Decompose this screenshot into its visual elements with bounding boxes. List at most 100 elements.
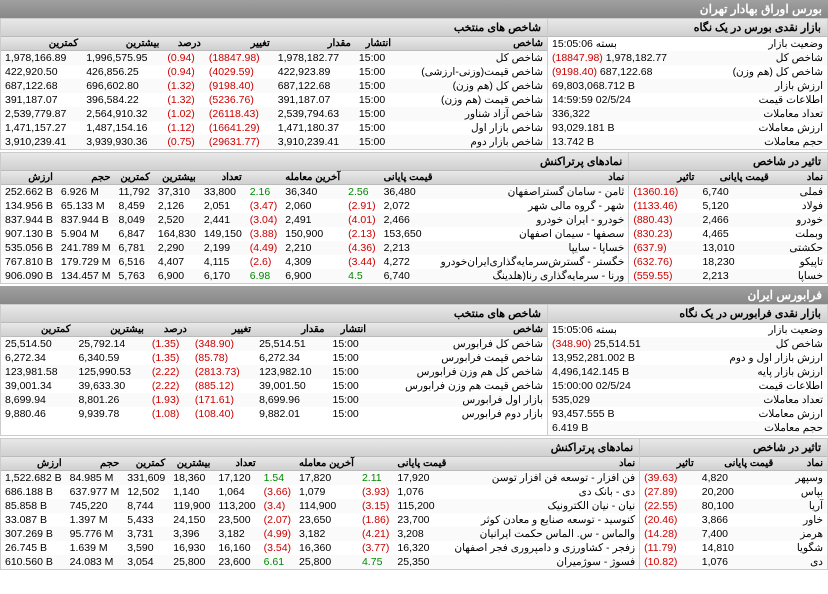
cell: (5236.76) (205, 93, 274, 107)
trans-row[interactable]: خودرو - ایران خودرو2,466(4.01)2,491(3.04… (1, 213, 628, 227)
cell: 23,650 (295, 513, 358, 527)
cell: 3,054 (123, 555, 169, 569)
cell: (85.78) (191, 351, 255, 365)
index-row[interactable]: شاخص كل15:001,978,182.77(18847.98)(0.94)… (1, 51, 547, 66)
cell: 15:00 (328, 337, 370, 352)
cell: (1.08) (148, 407, 191, 421)
cell: 33,800 (200, 185, 246, 200)
effect-row[interactable]: وسپهر4,820(39.63) (640, 471, 827, 486)
trans-row[interactable]: والماس - س. الماس حکمت ایرانیان3,208(4.2… (1, 527, 639, 541)
kv-key: ارزش معاملات (715, 407, 827, 421)
cell: 426,856.25 (82, 65, 163, 79)
col-header (260, 457, 295, 471)
cell: 1,064 (214, 485, 259, 499)
index-row[interactable]: شاخص بازار اول15:001,471,180.37(16641.29… (1, 121, 547, 135)
symbol: تاپیکو (773, 255, 827, 269)
trans-row[interactable]: زفجر - کشاورزی و دامپروری فجر اصفهان16,3… (1, 541, 639, 555)
trans-row[interactable]: دی - بانک دی1,076(3.93)1,079(3.66)1,0641… (1, 485, 639, 499)
cell: 8,801.26 (74, 393, 147, 407)
price: 1,076 (698, 555, 777, 569)
kv-key: شاخص کل (715, 51, 827, 65)
index-row[interactable]: شاخص قیمت فرابورس15:006,272.34(85.78)(1.… (1, 351, 547, 365)
kv-val: 13.742 B (548, 135, 715, 149)
effect-row[interactable]: وبملت4,465(830.23) (629, 227, 827, 241)
symbol: آریا (777, 499, 827, 513)
cell: 6,170 (200, 269, 246, 283)
cell: خگستر - گسترش‌سرمایه‌گذاری‌ایران‌خودرو (437, 255, 629, 269)
cell: سصفها - سیمان اصفهان (437, 227, 629, 241)
index-row[interactable]: بازار اول فرابورس15:008,699.96(171.61)(1… (1, 393, 547, 407)
trans-row[interactable]: شهر - گروه مالی شهر2,072(2.91)2,060(3.47… (1, 199, 628, 213)
col-header: کمترین (115, 171, 154, 185)
effect-row[interactable]: هرمز7,400(14.28) (640, 527, 827, 541)
effect-table: نمادقیمت پایانیتاثیروسپهر4,820(39.63)بپا… (640, 457, 827, 569)
cell: 5.904 M (57, 227, 115, 241)
trans-row[interactable]: خگستر - گسترش‌سرمایه‌گذاری‌ایران‌خودرو 4,… (1, 255, 628, 269)
effect-row[interactable]: فملی6,740(1360.16) (629, 185, 827, 200)
trans-row[interactable]: فسوژ - سوژمیران25,3504.7525,8006.6123,60… (1, 555, 639, 569)
effect-row[interactable]: خودرو2,466(880.43) (629, 213, 827, 227)
effect-row[interactable]: حکشتی13,010(637.9) (629, 241, 827, 255)
col-header (246, 171, 281, 185)
cell: (1.12) (163, 121, 205, 135)
cell: 15:00 (355, 51, 395, 66)
col-header: نماد (437, 171, 629, 185)
price: 13,010 (698, 241, 772, 255)
cell: 6.61 (260, 555, 295, 569)
cell: 6.926 M (57, 185, 115, 200)
effect-row[interactable]: تاپیکو18,230(632.76) (629, 255, 827, 269)
index-row[interactable]: شاخص کل فرابورس15:0025,514.51(348.90)(1.… (1, 337, 547, 352)
cell: 6,272.34 (255, 351, 328, 365)
cell: 36,480 (380, 185, 437, 200)
trans-row[interactable]: ورنا - سرمایه‌گذاری‌ رنا(هلدینگ‌6,7404.5… (1, 269, 628, 283)
col-header: تغییر (205, 37, 274, 51)
kv-row: تعداد معاملات336,322 (548, 107, 827, 121)
kv-key: ارزش بازار پایه (715, 365, 827, 379)
cell: 6,900 (154, 269, 200, 283)
cell: 686.188 B (1, 485, 66, 499)
cell: 696,602.80 (82, 79, 163, 93)
glance-table: وضعیت بازاربسته 15:05:06شاخص کل(348.90) … (548, 323, 827, 435)
trans-row[interactable]: خساپا - سایپا2,213(4.36)2,210(4.49)2,199… (1, 241, 628, 255)
kv-row: اطلاعات قیمت15:00:00 02/5/24 (548, 379, 827, 393)
trans-row[interactable]: نیان - نیان الکترونیک115,200(3.15)114,90… (1, 499, 639, 513)
trans-row[interactable]: کنوسید - توسعه صنایع و معادن کوثر23,700(… (1, 513, 639, 527)
effect-row[interactable]: خساپا2,213(559.55) (629, 269, 827, 283)
trans-title: نمادهای پرتراکنش (1, 153, 628, 171)
trans-row[interactable]: ثامن - سامان گستراصفهان36,4802.5636,3402… (1, 185, 628, 200)
index-row[interactable]: شاخص آزاد شناور15:002,539,794.63(26118.4… (1, 107, 547, 121)
cell: (3.93) (358, 485, 393, 499)
cell: 85.858 B (1, 499, 66, 513)
cell: 4,407 (154, 255, 200, 269)
effect-row[interactable]: بپاس20,200(27.89) (640, 485, 827, 499)
effect-row[interactable]: شگویا14,810(11.79) (640, 541, 827, 555)
col-header: مقدار (255, 323, 328, 337)
cell: 65.133 M (57, 199, 115, 213)
cell: 33.087 B (1, 513, 66, 527)
effect-row[interactable]: دی1,076(10.82) (640, 555, 827, 569)
cell: (1.35) (148, 337, 191, 352)
index-row[interactable]: بازار دوم فرابورس15:009,882.01(108.40)(1… (1, 407, 547, 421)
cell: (2.13) (344, 227, 379, 241)
cell: 2,491 (281, 213, 344, 227)
effect-row[interactable]: خاور3,866(20.46) (640, 513, 827, 527)
glance-panel: بازار نقدی فرابورس در یک نگاهوضعیت بازار… (547, 305, 827, 435)
cell: 3,910,239.41 (1, 135, 82, 149)
indices-title: شاخص های منتخب (1, 305, 547, 323)
trans-row[interactable]: سصفها - سیمان اصفهان153,650(2.13)150,900… (1, 227, 628, 241)
index-row[interactable]: شاخص قیمت هم وزن فرابورس15:0039,001.50(8… (1, 379, 547, 393)
kv-key: ارزش بازار اول و دوم (715, 351, 827, 365)
index-row[interactable]: شاخص كل (هم وزن)15:00687,122.68(9198.40)… (1, 79, 547, 93)
bottom-container: تاثیر در شاخصنمادقیمت پایانیتاثیروسپهر4,… (0, 438, 828, 570)
effect-row[interactable]: آریا80,100(22.55) (640, 499, 827, 513)
cell: 25,800 (169, 555, 214, 569)
symbol: وبملت (773, 227, 827, 241)
effect-row[interactable]: فولاد5,120(1133.46) (629, 199, 827, 213)
col-header: کمترین (123, 457, 169, 471)
index-row[interactable]: شاخص بازار دوم15:003,910,239.41(29631.77… (1, 135, 547, 149)
index-row[interactable]: شاخص كل هم وزن فرابورس15:00123,982.10(28… (1, 365, 547, 379)
index-row[interactable]: شاخص قیمت(وزنی-ارزشی)15:00422,923.89(402… (1, 65, 547, 79)
cell: 2,564,910.32 (82, 107, 163, 121)
index-row[interactable]: شاخص قیمت (هم وزن)15:00391,187.07(5236.7… (1, 93, 547, 107)
trans-row[interactable]: فن افزار - توسعه فن افزار توسن17,9202.11… (1, 471, 639, 486)
